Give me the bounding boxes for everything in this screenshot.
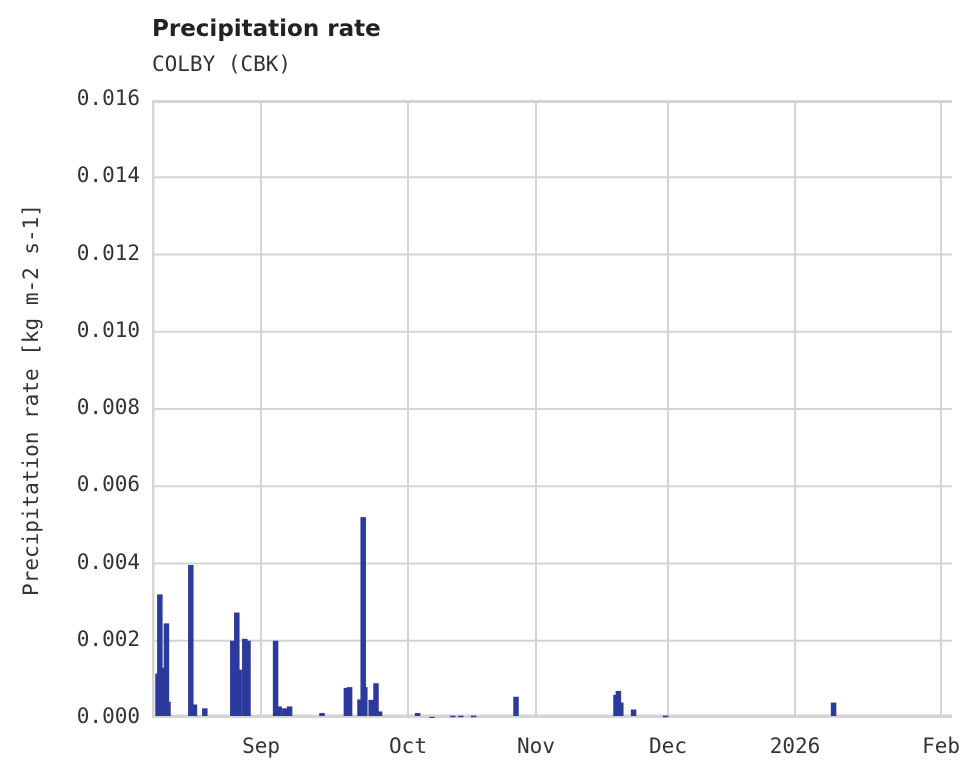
x-tick-label: Dec [649,734,687,758]
bar [346,687,353,716]
bar [191,704,198,716]
bar [458,715,464,718]
gridlines [152,100,952,718]
bar [414,712,421,716]
x-tick-label: Feb [922,734,960,758]
bar [319,712,325,716]
chart-subtitle: COLBY (CBK) [152,52,292,76]
chart-title: Precipitation rate [152,16,381,42]
bar [276,706,282,716]
bar [513,696,519,716]
bar [429,716,435,718]
y-tick-label: 0.002 [76,626,140,651]
y-tick-label: 0.008 [76,395,140,419]
bar [630,709,637,716]
bar [236,669,242,716]
bar [360,517,366,716]
bar [450,715,456,718]
bar [188,565,194,716]
y-tick-label: 0.014 [76,163,140,188]
y-tick-label: 0.004 [76,549,140,574]
bar [618,702,624,716]
bar [830,702,837,716]
x-tick-label: Oct [389,734,427,758]
bar [662,715,669,718]
bar [376,711,383,716]
bar [272,640,279,716]
bar [373,683,379,716]
x-tick-label: 2026 [769,734,821,758]
bar [470,715,477,718]
plot-canvas [152,100,952,718]
bar [202,708,208,716]
y-tick-label: 0.006 [76,472,140,497]
bar [165,701,171,716]
y-tick-label: 0.010 [76,317,140,342]
y-axis-title: Precipitation rate [kg m-2 s-1] [19,204,43,596]
bar [230,640,236,716]
y-tick-label: 0.012 [76,240,140,265]
bar [158,667,165,716]
bar [282,708,288,716]
bar [368,699,374,716]
axis-frame [152,100,952,718]
bar [357,699,363,716]
bar [242,638,248,716]
x-tick-label: Nov [517,734,555,758]
bar [157,594,163,716]
bar [245,640,251,716]
bar [163,623,170,716]
bar-series [155,517,837,718]
plot-area [152,100,952,718]
y-tick-label: 0.016 [76,86,140,110]
bar [234,612,240,716]
bar [343,687,350,716]
x-tick-label: Sep [242,734,280,758]
bar [286,706,293,716]
y-tick-label: 0.000 [76,704,140,728]
